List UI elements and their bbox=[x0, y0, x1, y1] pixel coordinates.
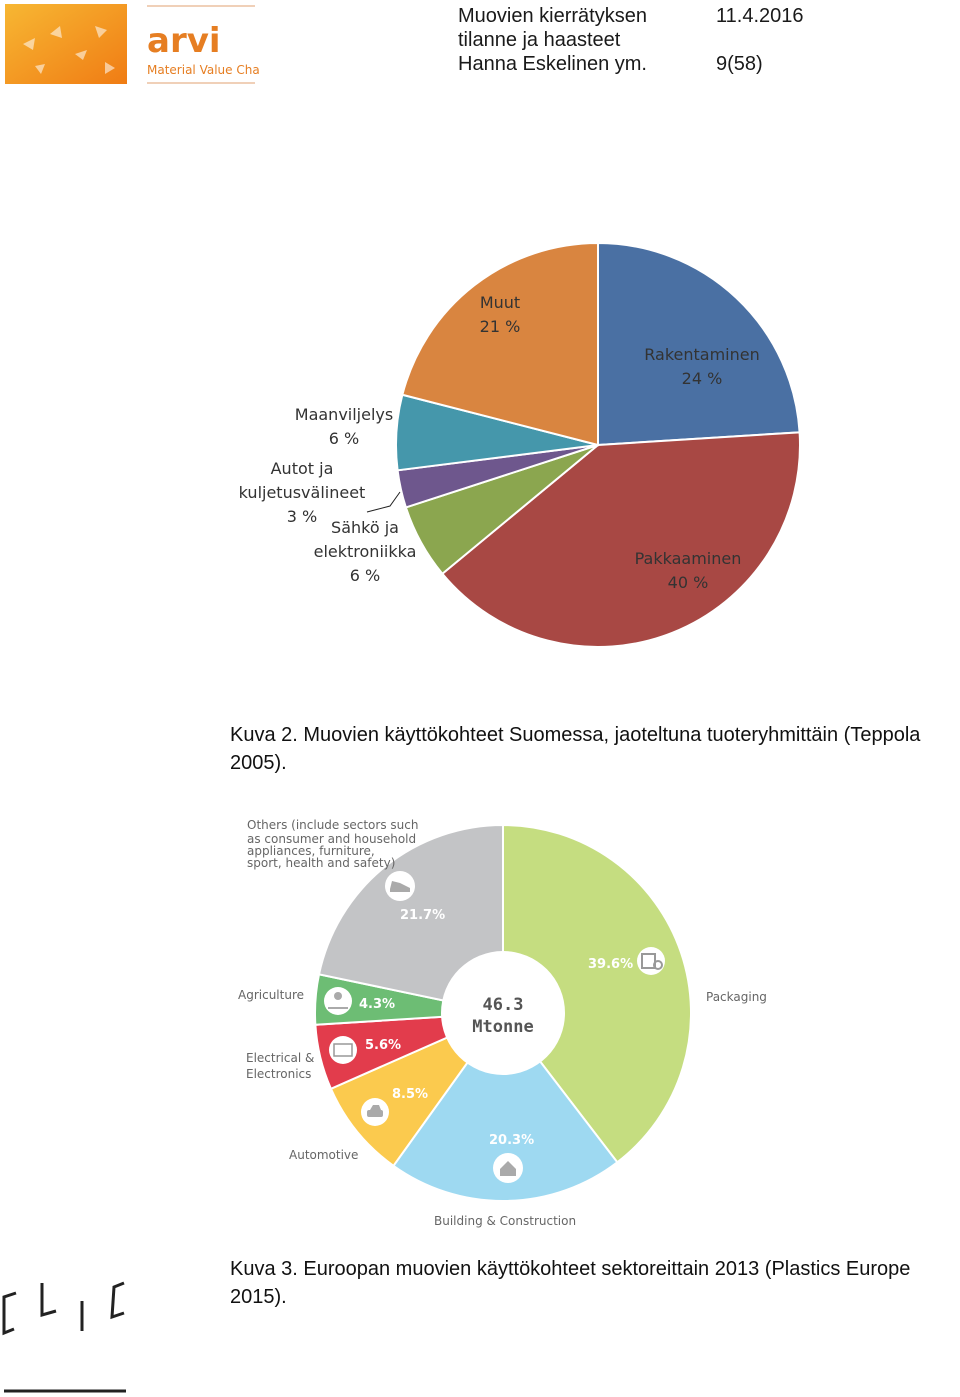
donut-label-electrical-line1: Electrical & bbox=[246, 1051, 314, 1065]
donut-label-agriculture: Agriculture bbox=[238, 988, 304, 1002]
europe-plastics-donut-chart: 46.3 Mtonne 39.6% 20.3% 8.5% 5.6% 4.3% 2… bbox=[238, 818, 767, 1228]
pie1-value-maanviljelys: 6 % bbox=[329, 429, 359, 448]
arvi-logo: arvi Material Value Chains bbox=[5, 4, 277, 86]
pie1-slice-pakkaaminen bbox=[440, 431, 801, 648]
doc-page-number: 9(58) bbox=[716, 53, 763, 75]
doc-title-line2: tilanne ja haasteet bbox=[458, 29, 621, 51]
donut-slice-others bbox=[317, 823, 504, 1015]
agriculture-icon bbox=[324, 987, 352, 1015]
donut-label-packaging: Packaging bbox=[706, 990, 767, 1004]
caption-kuva3-line2: 2015). bbox=[230, 1286, 287, 1308]
packaging-icon bbox=[637, 947, 665, 975]
donut-label-automotive: Automotive bbox=[289, 1148, 358, 1162]
donut-pct-agriculture: 4.3% bbox=[359, 997, 395, 1012]
pie1-label-autot-line2: kuljetusvälineet bbox=[239, 483, 366, 502]
arvi-tagline-text: Material Value Chains bbox=[147, 63, 260, 77]
pie1-value-autot: 3 % bbox=[287, 507, 317, 526]
pie1-slice-muut bbox=[401, 241, 599, 447]
donut-pct-automotive: 8.5% bbox=[392, 1087, 428, 1102]
doc-title-line1: Muovien kierrätyksen bbox=[458, 5, 647, 27]
donut-label-building: Building & Construction bbox=[434, 1214, 576, 1228]
pie1-label-sahko-line1: Sähkö ja bbox=[331, 518, 399, 537]
donut-label-others-line4: sport, health and safety) bbox=[247, 856, 395, 870]
pie1-slice-rakentaminen bbox=[597, 241, 801, 447]
finland-plastics-pie-chart: Muut 21 % Rakentaminen 24 % Maanviljelys… bbox=[239, 241, 801, 648]
donut-pct-packaging: 39.6% bbox=[588, 957, 633, 972]
autot-leader-line bbox=[366, 491, 401, 513]
donut-pct-building: 20.3% bbox=[489, 1133, 534, 1148]
pie1-label-muut: Muut bbox=[480, 293, 520, 312]
pie1-label-sahko-line2: elektroniikka bbox=[314, 542, 417, 561]
arvi-brand-text: arvi bbox=[147, 21, 221, 61]
pie1-label-pakkaaminen: Pakkaaminen bbox=[635, 549, 742, 568]
donut-slice-packaging bbox=[502, 823, 692, 1164]
pie1-value-rakentaminen: 24 % bbox=[682, 369, 723, 388]
caption-kuva2-line1: Kuva 2. Muovien käyttökohteet Suomessa, … bbox=[230, 724, 921, 746]
shoe-icon bbox=[385, 871, 415, 901]
donut-label-electrical-line2: Electronics bbox=[246, 1067, 311, 1081]
pie1-label-rakentaminen: Rakentaminen bbox=[644, 345, 759, 364]
caption-kuva2-line2: 2005). bbox=[230, 752, 287, 774]
donut-center-unit: Mtonne bbox=[472, 1017, 533, 1037]
donut-slice-building-construction bbox=[392, 1011, 619, 1202]
pie1-value-sahko: 6 % bbox=[350, 566, 380, 585]
donut-label-others-line3: appliances, furniture, bbox=[247, 844, 375, 858]
doc-authors: Hanna Eskelinen ym. bbox=[458, 53, 647, 75]
pie1-value-pakkaaminen: 40 % bbox=[668, 573, 709, 592]
pie1-label-autot-line1: Autot ja bbox=[271, 459, 334, 478]
donut-pct-electrical: 5.6% bbox=[365, 1038, 401, 1053]
car-icon bbox=[361, 1098, 389, 1126]
donut-center-value: 46.3 bbox=[483, 995, 524, 1015]
donut-label-others-line1: Others (include sectors such bbox=[247, 818, 418, 832]
clic-logo bbox=[2, 1281, 126, 1393]
electronics-icon bbox=[329, 1036, 357, 1064]
doc-date: 11.4.2016 bbox=[716, 5, 804, 27]
donut-center-hole bbox=[441, 951, 565, 1075]
pie1-label-maanviljelys: Maanviljelys bbox=[295, 405, 393, 424]
house-icon bbox=[493, 1153, 523, 1183]
donut-pct-others: 21.7% bbox=[400, 908, 445, 923]
pie1-value-muut: 21 % bbox=[480, 317, 521, 336]
caption-kuva3-line1: Kuva 3. Euroopan muovien käyttökohteet s… bbox=[230, 1258, 911, 1280]
donut-label-others-line2: as consumer and household bbox=[247, 832, 416, 846]
